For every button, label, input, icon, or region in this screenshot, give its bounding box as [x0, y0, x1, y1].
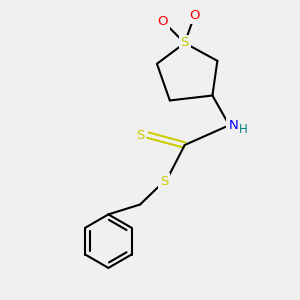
Text: S: S — [136, 129, 144, 142]
Text: H: H — [239, 123, 248, 136]
Text: O: O — [189, 9, 200, 22]
Text: S: S — [160, 175, 168, 188]
Text: O: O — [158, 15, 168, 28]
Text: S: S — [181, 37, 189, 50]
Text: N: N — [228, 119, 238, 132]
